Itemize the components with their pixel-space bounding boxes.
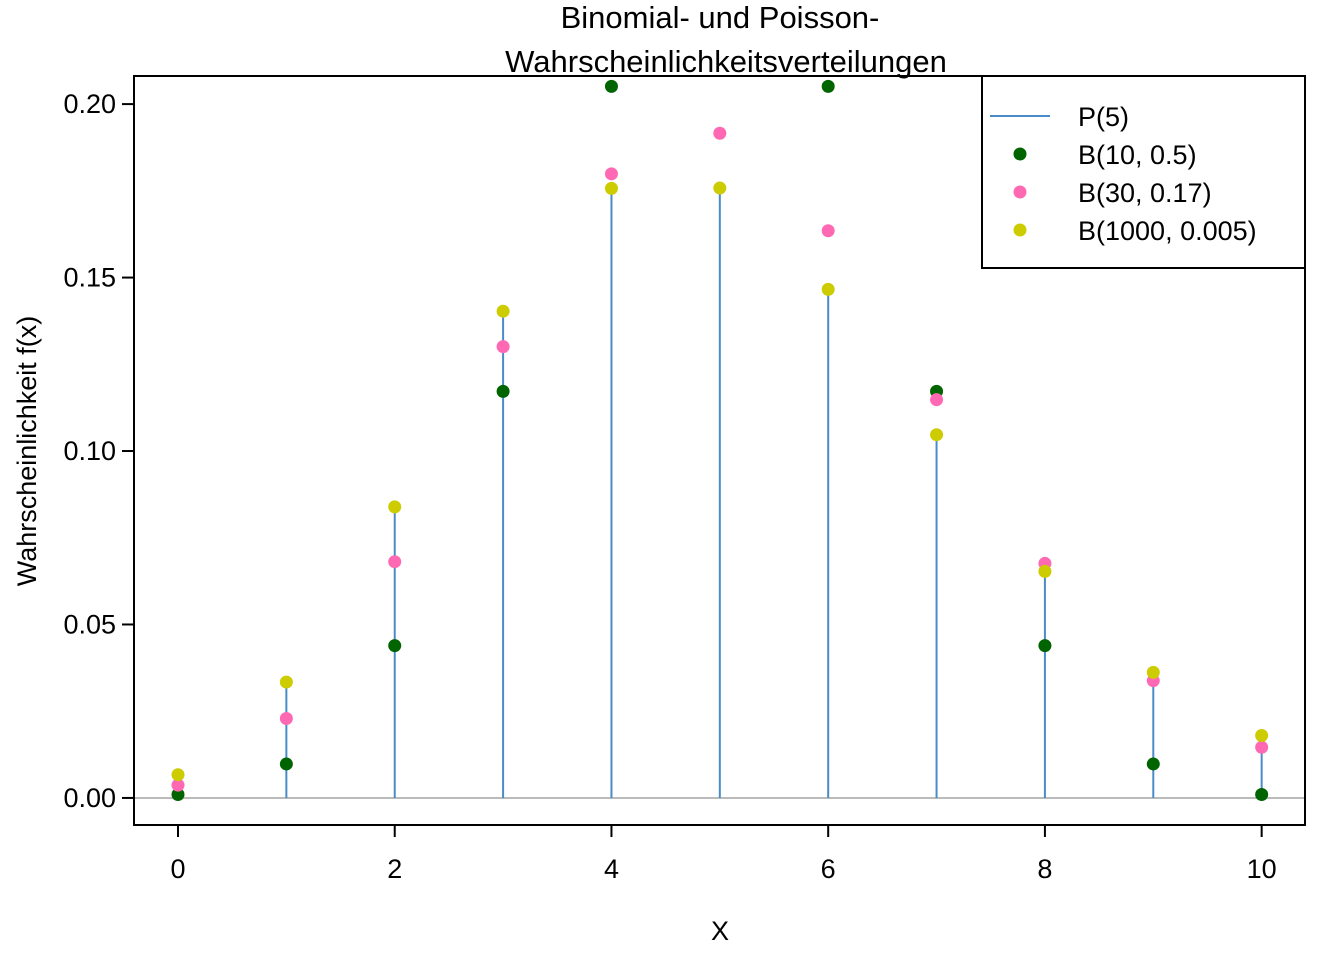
legend-box bbox=[981, 75, 1306, 269]
legend-label: P(5) bbox=[1078, 102, 1129, 132]
point bbox=[713, 126, 727, 140]
point bbox=[1255, 740, 1269, 754]
point bbox=[496, 304, 510, 318]
point bbox=[388, 639, 402, 653]
legend-label: B(1000, 0.005) bbox=[1078, 216, 1257, 246]
point bbox=[821, 79, 835, 93]
point bbox=[1146, 757, 1160, 771]
y-tick-label: 0.20 bbox=[63, 89, 116, 119]
x-axis-label: X bbox=[711, 916, 729, 946]
point bbox=[279, 675, 293, 689]
point bbox=[171, 787, 185, 801]
x-tick-label: 4 bbox=[604, 854, 619, 884]
legend-swatch bbox=[1013, 185, 1027, 199]
point bbox=[821, 224, 835, 238]
x-tick-label: 0 bbox=[170, 854, 185, 884]
chart-title: Binomial- und Poisson- bbox=[561, 0, 880, 35]
point bbox=[604, 167, 618, 181]
x-tick-label: 8 bbox=[1037, 854, 1052, 884]
point bbox=[930, 428, 944, 442]
y-tick-label: 0.10 bbox=[63, 436, 116, 466]
plot-frame bbox=[133, 75, 1306, 826]
point bbox=[171, 768, 185, 782]
y-axis-label: Wahrscheinlichkeit f(x) bbox=[12, 316, 42, 587]
point bbox=[496, 384, 510, 398]
point bbox=[1038, 564, 1052, 578]
y-tick-label: 0.00 bbox=[63, 783, 116, 813]
point bbox=[713, 181, 727, 195]
y-tick-label: 0.15 bbox=[63, 263, 116, 293]
point bbox=[279, 711, 293, 725]
point bbox=[171, 778, 185, 792]
point bbox=[1255, 728, 1269, 742]
legend-label: B(30, 0.17) bbox=[1078, 178, 1212, 208]
point bbox=[388, 500, 402, 514]
point bbox=[604, 181, 618, 195]
legend-swatch bbox=[1013, 223, 1027, 237]
point bbox=[930, 393, 944, 407]
point bbox=[279, 757, 293, 771]
chart-title: Wahrscheinlichkeitsverteilungen bbox=[505, 44, 947, 79]
point bbox=[604, 79, 618, 93]
x-tick-label: 10 bbox=[1247, 854, 1277, 884]
x-tick-label: 6 bbox=[821, 854, 836, 884]
point bbox=[388, 555, 402, 569]
legend-label: B(10, 0.5) bbox=[1078, 140, 1197, 170]
point bbox=[1255, 787, 1269, 801]
legend-swatch bbox=[1013, 147, 1027, 161]
x-tick-label: 2 bbox=[387, 854, 402, 884]
point bbox=[1146, 665, 1160, 679]
point bbox=[496, 340, 510, 354]
point bbox=[821, 282, 835, 296]
point bbox=[1038, 639, 1052, 653]
y-tick-label: 0.05 bbox=[63, 609, 116, 639]
